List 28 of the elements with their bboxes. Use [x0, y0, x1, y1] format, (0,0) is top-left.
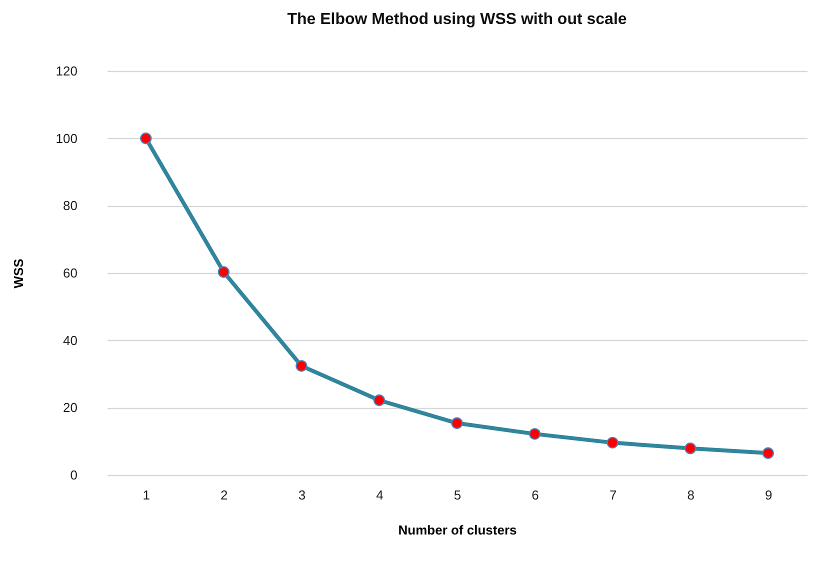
x-tick-label: 5 — [454, 488, 462, 502]
point — [762, 447, 774, 459]
x-tick-label: 4 — [376, 488, 384, 502]
x-tick-label: 3 — [298, 488, 306, 502]
point — [218, 266, 230, 278]
y-tick-label: 120 — [56, 64, 78, 78]
chart-title: The Elbow Method using WSS with out scale — [287, 11, 627, 28]
x-tick-label: 9 — [764, 488, 772, 502]
point — [684, 442, 696, 454]
y-axis-title: WSS — [10, 258, 26, 288]
point — [606, 436, 618, 449]
point — [528, 428, 541, 440]
y-tick-label: 0 — [70, 468, 78, 482]
x-tick-label: 1 — [142, 488, 150, 502]
x-tick-label: 8 — [687, 488, 694, 502]
y-tick-label: 20 — [63, 400, 78, 416]
point — [296, 360, 308, 372]
y-tick-label: 60 — [63, 266, 78, 280]
x-axis-title: Number of clusters — [398, 522, 517, 538]
x-tick-label: 6 — [532, 488, 539, 502]
y-tick-label: 80 — [63, 198, 78, 214]
point — [373, 394, 386, 406]
point — [451, 417, 463, 429]
y-tick-label: 100 — [56, 130, 78, 146]
x-tick-label: 7 — [609, 488, 617, 502]
point — [140, 132, 152, 144]
x-tick-label: 2 — [220, 488, 228, 502]
y-tick-label: 40 — [63, 332, 78, 348]
